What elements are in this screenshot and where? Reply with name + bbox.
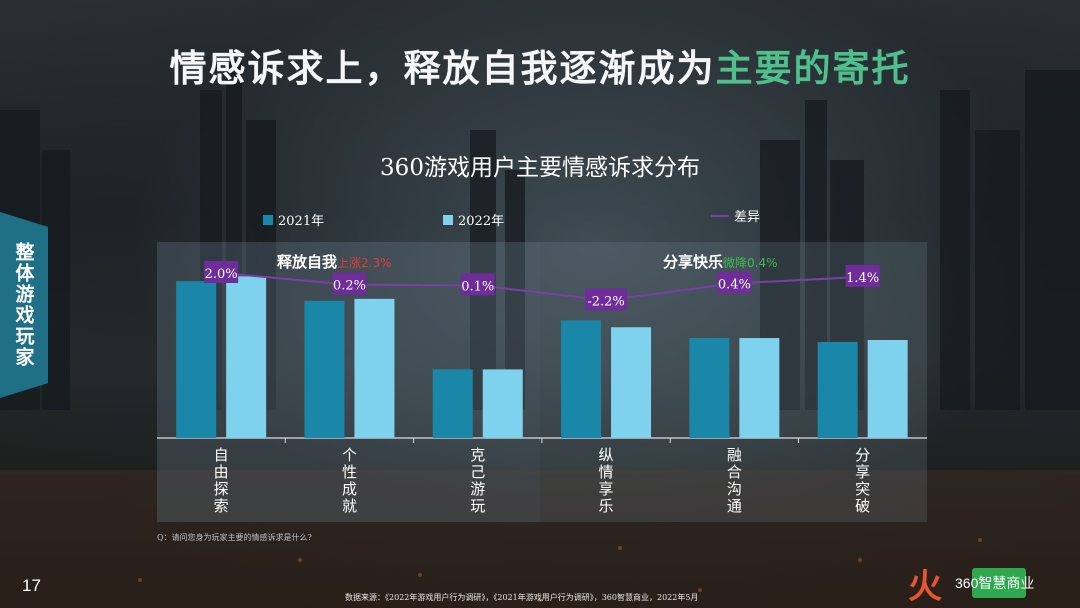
page-number: 17 (22, 576, 41, 595)
x-tick-label-4-1: 合 (727, 463, 742, 481)
diff-label-box-1 (332, 272, 367, 295)
bar-2021-5 (817, 341, 858, 438)
brand-logo-text: 火 (908, 566, 942, 607)
legend-label-diff: 差异 (734, 210, 761, 225)
x-tick-label-0-0: 自 (214, 446, 229, 464)
legend-swatch-2021 (263, 214, 273, 225)
x-tick-label-4-0: 融 (727, 446, 742, 464)
diff-line (221, 272, 863, 302)
bar-2021-2 (432, 369, 473, 438)
x-tick-label-3-2: 享 (599, 480, 614, 498)
bar-2021-3 (561, 320, 602, 438)
x-tick-label-3-3: 乐 (599, 497, 614, 515)
brand-mark: 360智慧商业 (955, 575, 1035, 591)
bar-2022-4 (739, 338, 780, 438)
legend-2022: 2022年 (443, 210, 504, 229)
group-note-release: 上涨2.3% (337, 256, 392, 270)
diff-label-box-0 (204, 261, 239, 283)
x-tick-label-5-3: 破 (855, 497, 870, 515)
x-tick-label-2-2: 游 (470, 480, 485, 498)
group-label-share: 分享快乐微降0.4% (663, 251, 778, 272)
group-name-release: 释放自我 (277, 253, 338, 271)
diff-label-5: 1.4% (846, 271, 879, 286)
legend-label-2021: 2021年 (278, 214, 325, 229)
page-title: 情感诉求上，释放自我逐渐成为主要的寄托 (169, 47, 911, 90)
x-tick-label-5-0: 分 (855, 446, 870, 464)
x-tick-label-2-0: 克 (470, 446, 485, 464)
side-tab-label: 整体游戏玩家 (0, 212, 48, 398)
x-tick-label-1-3: 就 (342, 497, 357, 515)
x-tick-label-1-2: 成 (342, 480, 357, 498)
legend-2021: 2021年 (263, 210, 324, 229)
x-tick-label-5-1: 享 (855, 463, 870, 481)
bar-2022-1 (354, 298, 395, 438)
x-tick-label-2-1: 己 (470, 463, 485, 481)
diff-label-3: -2.2% (587, 294, 624, 309)
bar-2021-4 (689, 338, 730, 438)
diff-label-4: 0.4% (718, 277, 751, 292)
survey-question: Q：请问您身为玩家主要的情感诉求是什么? (157, 533, 312, 542)
diff-label-box-2 (460, 273, 495, 296)
bar-2021-0 (176, 281, 217, 438)
x-tick-label-2-3: 玩 (470, 497, 485, 515)
group-note-share: 微降0.4% (723, 256, 778, 270)
data-source: 数据来源：《2022年游戏用户行为调研》，《2021年游戏用户行为调研》，360… (345, 593, 699, 602)
legend-swatch-diff (711, 214, 729, 217)
bar-2022-0 (226, 276, 267, 438)
legend-label-2022: 2022年 (458, 214, 505, 229)
x-tick-label-4-2: 沟 (727, 480, 742, 498)
group-name-share: 分享快乐 (663, 253, 724, 271)
diff-label-0: 2.0% (205, 267, 238, 282)
brand-logo: 火 360智慧商业 (908, 561, 1034, 607)
group-label-release: 释放自我上涨2.3% (277, 251, 392, 272)
legend-swatch-2022 (443, 214, 453, 225)
brand-green-block (972, 568, 1026, 598)
bar-2022-3 (611, 327, 652, 438)
diff-label-box-4 (717, 271, 752, 294)
diff-label-1: 0.2% (333, 279, 366, 294)
x-tick-label-3-0: 纵 (599, 446, 614, 464)
x-tick-label-5-2: 突 (855, 480, 870, 498)
bar-2022-2 (482, 369, 523, 438)
chart-title: 360游戏用户主要情感诉求分布 (380, 155, 700, 181)
diff-label-box-3 (585, 288, 628, 311)
diff-label-2: 0.1% (461, 279, 494, 294)
x-tick-label-0-2: 探 (214, 480, 229, 498)
diff-label-box-5 (845, 264, 880, 287)
x-tick-label-0-1: 由 (214, 463, 229, 481)
x-tick-label-1-0: 个 (342, 446, 357, 464)
x-tick-label-0-3: 索 (214, 497, 229, 515)
legend-diff: 差异 (711, 206, 760, 225)
bar-2021-1 (304, 300, 345, 438)
x-tick-label-4-3: 通 (727, 497, 742, 515)
x-tick-label-3-1: 情 (599, 463, 614, 481)
x-tick-label-1-1: 性 (342, 463, 357, 481)
bar-2022-5 (867, 340, 908, 438)
